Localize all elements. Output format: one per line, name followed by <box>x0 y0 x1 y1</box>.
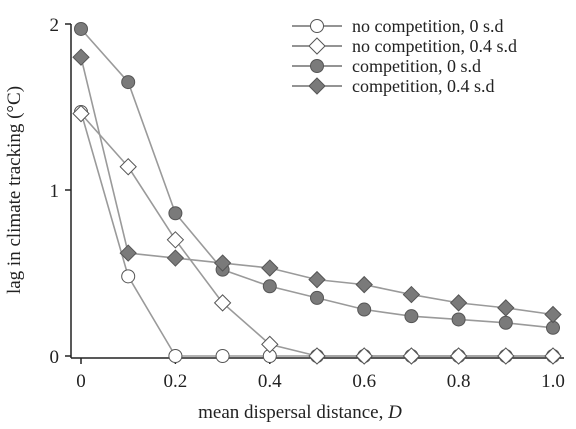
legend-marker <box>308 77 326 95</box>
legend-marker <box>310 59 324 73</box>
data-point <box>355 275 373 294</box>
y-tick-label: 2 <box>50 15 60 36</box>
series-4 <box>72 48 562 324</box>
x-tick-label: 0.6 <box>352 371 376 392</box>
data-point <box>449 347 468 365</box>
data-point <box>449 294 468 312</box>
data-point <box>546 320 560 335</box>
data-point <box>166 249 185 267</box>
legend-label: no competition, 0.4 s.d <box>352 36 517 56</box>
data-point <box>168 349 183 363</box>
data-point <box>119 244 137 262</box>
data-point <box>308 347 326 365</box>
data-point <box>72 104 90 123</box>
data-point <box>168 206 183 221</box>
y-tick-label: 0 <box>50 347 60 368</box>
series-1 <box>74 104 560 363</box>
axes: 0 0.2 0.4 0.6 0.8 1.0 0 1 2 <box>50 15 565 392</box>
legend-entry: competition, 0 s.d <box>292 56 481 76</box>
data-point <box>355 347 373 365</box>
data-point <box>119 158 137 176</box>
y-tick-label: 1 <box>50 181 60 202</box>
legend: no competition, 0 s.dno competition, 0.4… <box>292 16 517 96</box>
data-point <box>308 270 326 289</box>
data-point <box>215 349 230 363</box>
data-point <box>213 294 232 312</box>
x-tick-label: 1.0 <box>541 371 565 392</box>
legend-entry: no competition, 0 s.d <box>292 16 504 36</box>
legend-label: competition, 0 s.d <box>352 56 481 76</box>
legend-entry: competition, 0.4 s.d <box>292 76 495 96</box>
data-point <box>213 254 232 272</box>
data-point <box>74 21 88 36</box>
x-tick-label: 0 <box>76 371 86 392</box>
data-point <box>261 335 279 354</box>
x-tick-label: 0.2 <box>164 371 188 392</box>
data-point <box>72 48 90 66</box>
data-point <box>121 75 136 90</box>
data-point <box>497 347 515 365</box>
data-point <box>402 285 421 304</box>
data-point <box>544 347 562 365</box>
y-axis-label: lag in climate tracking (°C) <box>4 86 25 294</box>
legend-marker <box>310 19 324 33</box>
data-point <box>261 259 279 277</box>
data-point <box>498 315 513 330</box>
data-point <box>166 231 185 249</box>
data-point <box>402 347 421 365</box>
legend-label: no competition, 0 s.d <box>352 16 504 36</box>
data-point <box>262 279 277 294</box>
series-2 <box>72 104 562 365</box>
x-tick-label: 0.8 <box>447 371 471 392</box>
data-point <box>544 305 562 324</box>
legend-marker <box>308 37 326 55</box>
data-point <box>451 312 466 327</box>
x-axis-label-text: mean dispersal distance, <box>198 402 388 423</box>
data-point <box>310 290 324 305</box>
data-point <box>357 302 372 317</box>
x-axis-label-variable: D <box>387 402 402 423</box>
data-point <box>404 309 419 324</box>
series-layer <box>72 21 562 365</box>
data-point <box>497 299 515 317</box>
x-tick-label: 0.4 <box>258 371 282 392</box>
legend-label: competition, 0.4 s.d <box>352 76 495 96</box>
x-axis-label: mean dispersal distance, D <box>198 402 402 423</box>
legend-entry: no competition, 0.4 s.d <box>292 36 517 56</box>
data-point <box>121 269 136 284</box>
